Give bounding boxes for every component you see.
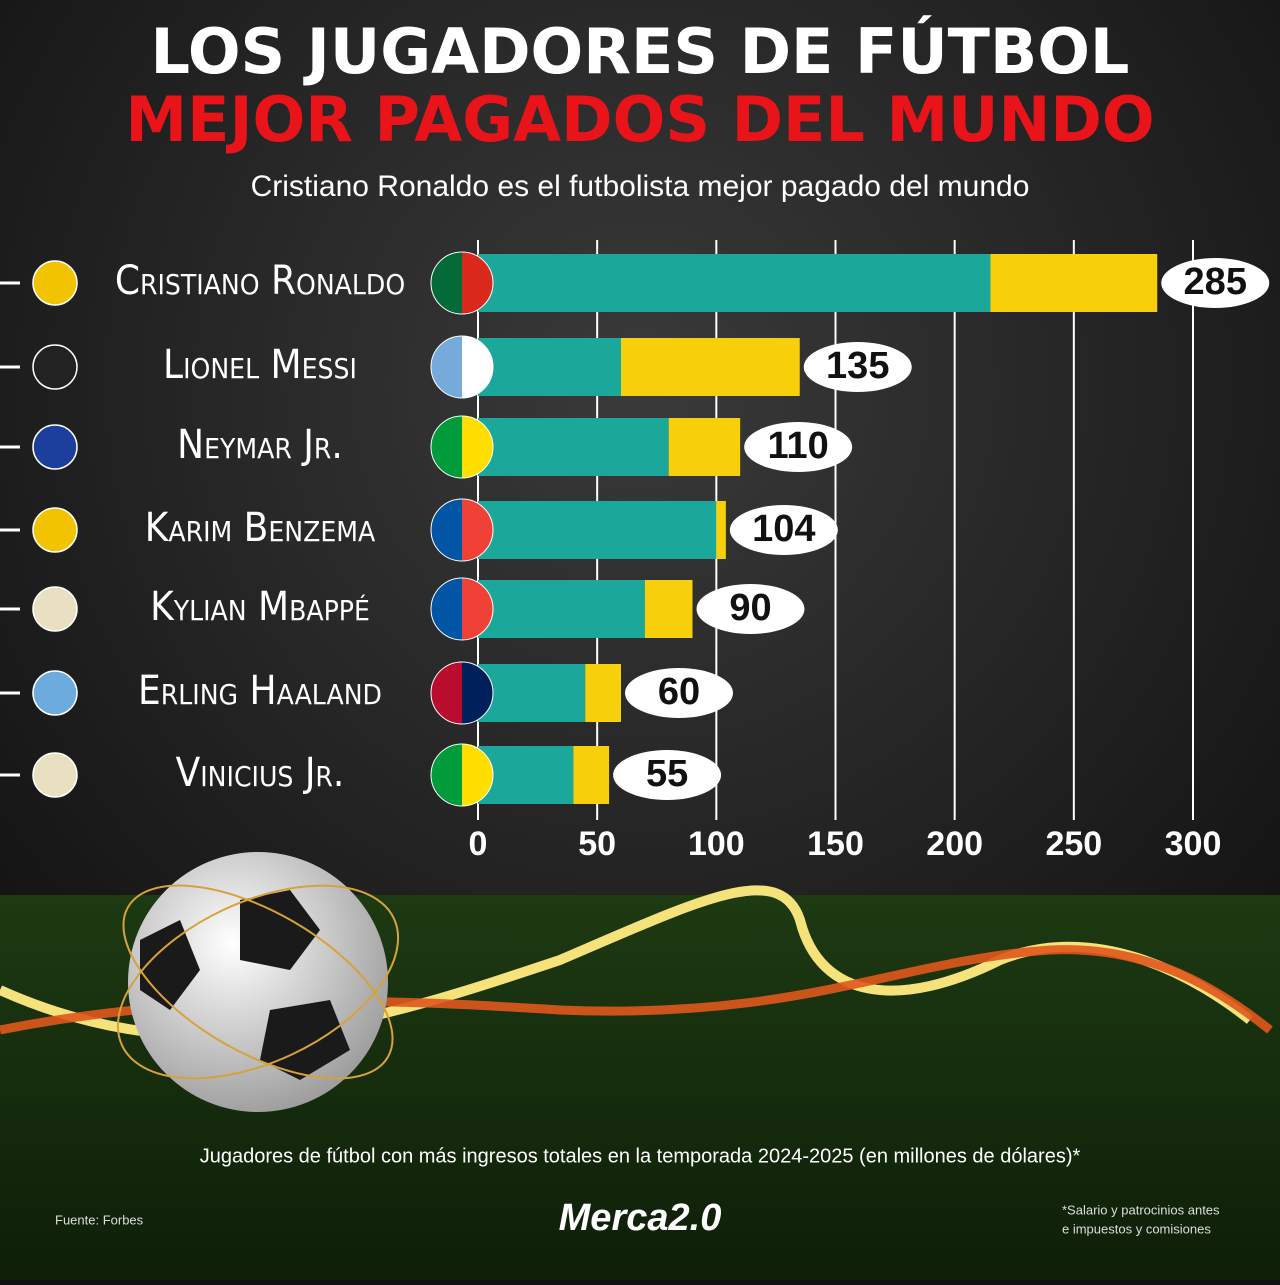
flag: [430, 661, 494, 725]
flag: [430, 415, 494, 479]
flag-rim: [430, 251, 494, 315]
flag-rim: [430, 415, 494, 479]
flag-half: [462, 416, 493, 478]
caption: Jugadores de fútbol con más ingresos tot…: [200, 1145, 1081, 1167]
player-name: Karim Benzema: [145, 505, 376, 551]
club-crest: [32, 424, 78, 470]
total-pill: [1161, 258, 1270, 308]
total-label: 110: [768, 425, 829, 467]
bar-segment: [478, 418, 669, 476]
bar-segment: [621, 338, 800, 396]
player-name: Vinicius Jr.: [176, 750, 345, 796]
bar-segment: [644, 580, 693, 638]
total-pill: [613, 750, 722, 800]
player-name: Kylian Mbappé: [150, 584, 370, 630]
flag-rim: [430, 498, 494, 562]
club-crest: [32, 670, 78, 716]
bar-segment: [478, 580, 645, 638]
bar-segment: [573, 746, 610, 804]
bar-segment: [478, 746, 574, 804]
player-name: Lionel Messi: [163, 342, 357, 388]
flag-half: [462, 336, 493, 398]
x-tick-label: 100: [688, 825, 745, 863]
note: e impuestos y comisiones: [1062, 1221, 1211, 1236]
bar-segment: [716, 501, 726, 559]
bar-segment: [478, 254, 991, 312]
flag-half: [462, 499, 493, 561]
flag: [430, 251, 494, 315]
note: *Salario y patrocinios antes: [1062, 1202, 1220, 1217]
title: LOS JUGADORES DE FÚTBOL: [151, 15, 1130, 88]
total-pill: [729, 505, 838, 555]
x-tick-label: 0: [469, 825, 488, 863]
flag: [430, 335, 494, 399]
bar-segment: [478, 501, 717, 559]
total-label: 90: [729, 587, 771, 629]
x-tick-label: 150: [807, 825, 864, 863]
flag: [430, 498, 494, 562]
flag-half: [462, 578, 493, 640]
x-tick-label: 250: [1045, 825, 1102, 863]
player-name: Neymar Jr.: [177, 422, 343, 468]
club-crest: [32, 260, 78, 306]
brand: Merca2.0: [559, 1197, 722, 1239]
flag-rim: [430, 577, 494, 641]
title-highlight: MEJOR PAGADOS DEL MUNDO: [125, 83, 1154, 156]
club-crest: [32, 752, 78, 798]
flag-half: [462, 662, 493, 724]
club-crest: [32, 507, 78, 553]
player-name: Cristiano Ronaldo: [115, 258, 405, 304]
flag-rim: [430, 743, 494, 807]
bar-segment: [478, 338, 621, 396]
player-name: Erling Haaland: [138, 668, 382, 714]
total-label: 135: [826, 345, 889, 387]
source: Fuente: Forbes: [55, 1212, 144, 1227]
flag: [430, 743, 494, 807]
total-pill: [803, 342, 912, 392]
total-label: 55: [646, 753, 688, 795]
flag-half: [462, 744, 493, 806]
flag-rim: [430, 661, 494, 725]
total-pill: [625, 668, 733, 718]
total-label: 104: [752, 508, 815, 550]
ball: [116, 852, 400, 1112]
bar-segment: [478, 664, 586, 722]
flag-rim: [430, 335, 494, 399]
bar-segment: [668, 418, 741, 476]
total-pill: [744, 422, 853, 472]
bar-segment: [990, 254, 1158, 312]
total-label: 60: [658, 671, 700, 713]
flag-half: [462, 252, 493, 314]
bar-segment: [585, 664, 621, 722]
subtitle: Cristiano Ronaldo es el futbolista mejor…: [251, 170, 1030, 203]
club-crest: [32, 344, 78, 390]
x-tick-label: 50: [578, 825, 616, 863]
flag: [430, 577, 494, 641]
x-tick-label: 200: [926, 825, 983, 863]
club-crest: [32, 586, 78, 632]
x-tick-label: 300: [1165, 825, 1222, 863]
total-pill: [696, 584, 805, 634]
total-label: 285: [1184, 261, 1247, 303]
